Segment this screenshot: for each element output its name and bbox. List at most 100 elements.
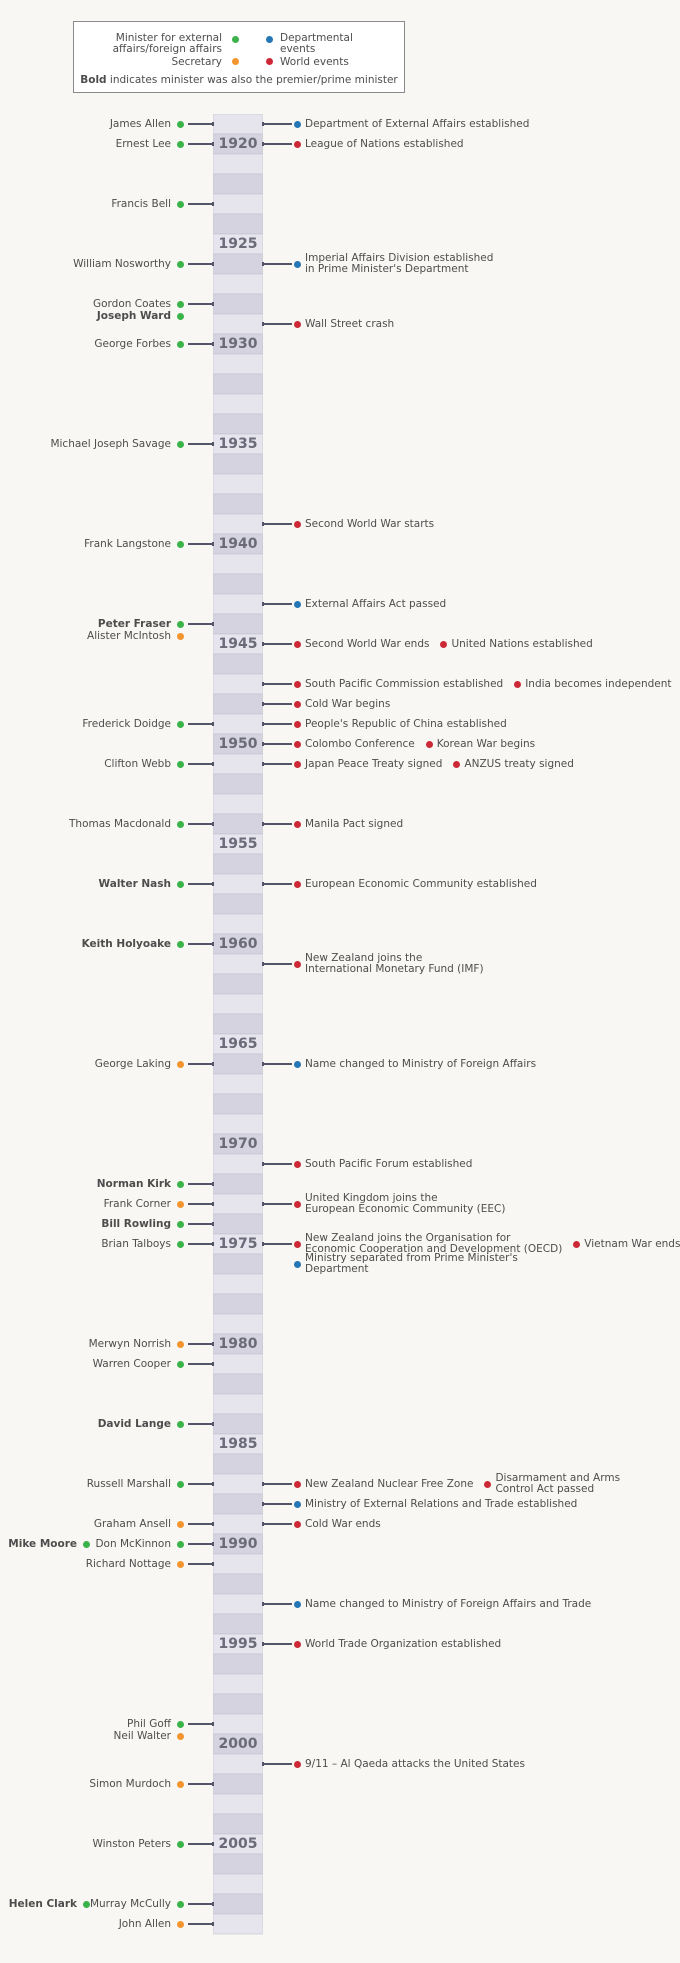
year-band [213, 553, 263, 575]
year-band [213, 1513, 263, 1535]
event-label: Colombo Conference [305, 737, 415, 750]
year-band [213, 693, 263, 715]
year-band [213, 1453, 263, 1475]
year-band [213, 1913, 263, 1935]
connector-line [188, 883, 213, 885]
connector-tick [212, 722, 214, 726]
person-name: Thomas Macdonald [69, 817, 171, 830]
person-name: Peter Fraser [97, 617, 171, 630]
connector-line [188, 1343, 213, 1345]
person-name: Frederick Doidge [82, 717, 171, 730]
event-label: New Zealand joins the Organisation for E… [305, 1232, 563, 1255]
event-label: United Kingdom joins the European Econom… [305, 1192, 506, 1215]
year-label: 1980 [218, 1336, 258, 1352]
year-band [213, 773, 263, 795]
person-name: Murray McCully [89, 1897, 171, 1910]
minister-dot-icon [177, 540, 184, 548]
connector-line [188, 1723, 213, 1725]
year-band [213, 1473, 263, 1495]
event-label: United Nations established [451, 637, 593, 650]
year-label: 1970 [218, 1136, 258, 1152]
connector-line [263, 1243, 292, 1245]
minister-dot-icon [177, 260, 184, 268]
world-event-dot-icon [294, 1760, 301, 1768]
connector-line [188, 1423, 213, 1425]
person-name: Ernest Lee [115, 137, 171, 150]
connector-line [188, 1223, 213, 1225]
world-event-dot-icon [294, 760, 301, 768]
person-name: Winston Peters [92, 1837, 171, 1850]
year-band [213, 393, 263, 415]
year-band [213, 713, 263, 735]
person-name: Francis Bell [111, 197, 171, 210]
secretary-dot-icon [177, 1732, 184, 1740]
year-band [213, 593, 263, 615]
event-label: Ministry separated from Prime Minister's… [305, 1252, 518, 1275]
person-name: Don McKinnon [95, 1537, 171, 1550]
event-label: External Affairs Act passed [305, 597, 447, 610]
world-dot-icon [266, 58, 273, 65]
minister-dot-icon [83, 1900, 90, 1908]
world-event-dot-icon [294, 140, 301, 148]
world-event-dot-icon [294, 720, 301, 728]
connector-line [188, 1563, 213, 1565]
connector-line [263, 1523, 292, 1525]
person-name: Clifton Webb [104, 757, 171, 770]
connector-line [263, 1503, 292, 1505]
year-band [213, 373, 263, 395]
connector-tick [212, 262, 214, 266]
connector-tick [212, 1562, 214, 1566]
connector-tick [262, 1522, 264, 1526]
connector-tick [262, 322, 264, 326]
minister-dot-icon [177, 200, 184, 208]
connector-line [263, 1063, 292, 1065]
year-band [213, 973, 263, 995]
event-label: Manila Pact signed [305, 817, 404, 830]
year-band [213, 793, 263, 815]
year-band [213, 1213, 263, 1235]
connector-tick [262, 682, 264, 686]
connector-tick [262, 262, 264, 266]
connector-line [263, 1603, 292, 1605]
departmental-event-dot-icon [294, 1260, 301, 1268]
connector-tick [212, 762, 214, 766]
year-band [213, 913, 263, 935]
connector-tick [262, 962, 264, 966]
connector-line [188, 723, 213, 725]
connector-tick [212, 122, 214, 126]
year-band [213, 813, 263, 835]
minister-dot-icon [177, 140, 184, 148]
connector-line [263, 143, 292, 145]
connector-tick [212, 1522, 214, 1526]
year-band [213, 1753, 263, 1775]
connector-line [263, 683, 292, 685]
world-event-dot-icon [294, 740, 301, 748]
legend-bold-word: Bold [80, 74, 107, 86]
year-band [213, 1273, 263, 1295]
connector-tick [262, 762, 264, 766]
person-name: George Forbes [94, 337, 171, 350]
year-band [213, 1153, 263, 1175]
year-band [213, 573, 263, 595]
event-label: India becomes independent [525, 677, 672, 690]
year-label: 1965 [218, 1036, 258, 1052]
event-label: League of Nations established [305, 137, 464, 150]
connector-line [188, 1483, 213, 1485]
minister-dot-icon [177, 312, 184, 320]
year-band [213, 1353, 263, 1375]
world-event-dot-icon [294, 960, 301, 968]
connector-line [263, 643, 292, 645]
connector-line [188, 1203, 213, 1205]
year-label: 2005 [218, 1836, 258, 1852]
connector-tick [212, 822, 214, 826]
connector-tick [212, 1242, 214, 1246]
year-band [213, 1493, 263, 1515]
departmental-event-dot-icon [294, 1600, 301, 1608]
year-band [213, 413, 263, 435]
year-label: 1955 [218, 836, 258, 852]
connector-line [188, 343, 213, 345]
connector-line [188, 203, 213, 205]
year-label: 1920 [218, 136, 258, 152]
connector-tick [212, 1482, 214, 1486]
connector-line [263, 1163, 292, 1165]
